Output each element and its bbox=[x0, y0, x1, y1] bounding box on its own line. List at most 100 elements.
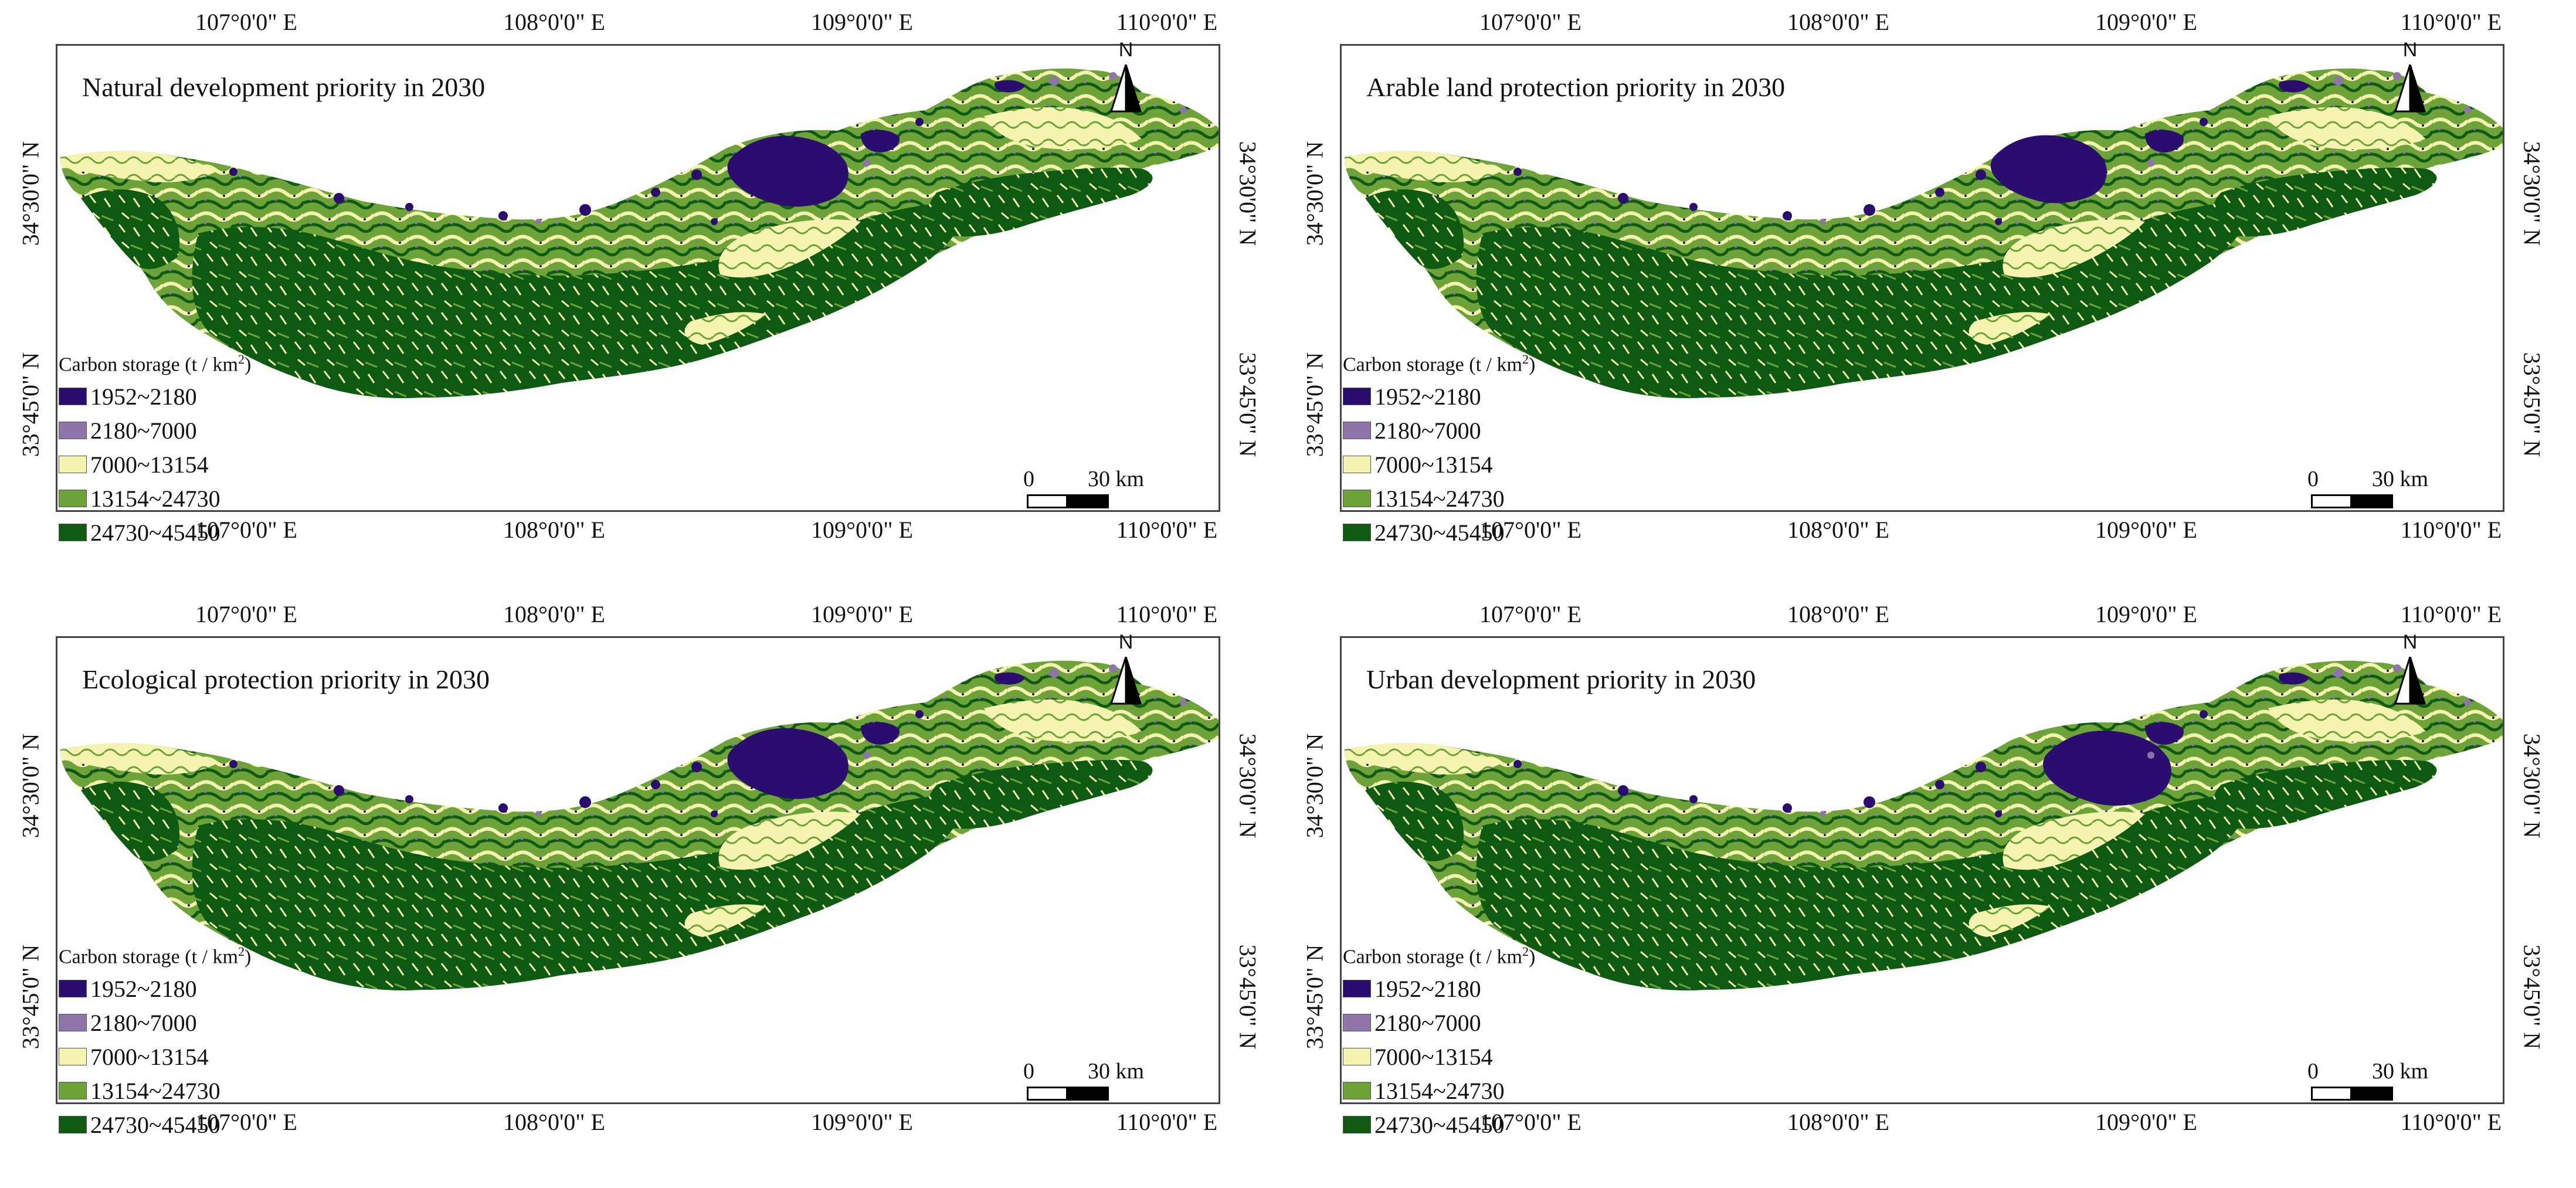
scale-distance-label: 30 km bbox=[1088, 1059, 1145, 1084]
region-urban-east bbox=[2145, 130, 2184, 152]
lon-tick-bottom-3: 109°0'0" E bbox=[2095, 517, 2197, 543]
lon-tick-bottom-1: 107°0'0" E bbox=[1479, 517, 1581, 543]
urban-dot-3 bbox=[1783, 803, 1792, 813]
lon-tick-bottom-2: 108°0'0" E bbox=[1787, 517, 1889, 543]
lon-tick-top-1: 107°0'0" E bbox=[195, 601, 297, 627]
urban-dot-9 bbox=[711, 218, 718, 225]
legend-item-4: 13154~24730 bbox=[1343, 1074, 1535, 1108]
lon-tick-top-4: 110°0'0" E bbox=[1116, 601, 1218, 627]
legend-swatch bbox=[1343, 456, 1371, 474]
map-title: Ecological protection priority in 2030 bbox=[82, 664, 490, 694]
purple-dot-4 bbox=[863, 752, 870, 759]
purple-dot-1 bbox=[2334, 76, 2343, 86]
urban-dot-1 bbox=[1618, 193, 1628, 203]
legend-item-4: 13154~24730 bbox=[59, 1074, 251, 1108]
legend-label: 24730~45450 bbox=[90, 1111, 220, 1138]
map-frame bbox=[56, 44, 1220, 512]
legend-label: 2180~7000 bbox=[1374, 417, 1481, 444]
legend-item-4: 13154~24730 bbox=[59, 481, 251, 515]
legend-label: 13154~24730 bbox=[90, 485, 220, 512]
north-arrow-icon bbox=[2394, 657, 2426, 705]
legend-label: 24730~45450 bbox=[90, 519, 220, 546]
legend-swatch bbox=[59, 1048, 87, 1066]
lon-tick-bottom-4: 110°0'0" E bbox=[1116, 1109, 1218, 1135]
region-yellow-south bbox=[684, 904, 767, 937]
region-yellow-west bbox=[1345, 151, 1500, 182]
lat-tick-right-2: 33°45'0" N bbox=[1234, 944, 1261, 1050]
legend-item-1: 1952~2180 bbox=[59, 972, 251, 1006]
map-frame bbox=[1340, 636, 2504, 1104]
legend-swatch bbox=[1343, 1048, 1371, 1066]
map-panel-4: 107°0'0" E 108°0'0" E 109°0'0" E 110°0'0… bbox=[1284, 592, 2546, 1143]
urban-dot-2 bbox=[405, 203, 413, 211]
scale-zero-label: 0 bbox=[1023, 1059, 1034, 1084]
legend-title: Carbon storage (t / km2) bbox=[59, 944, 252, 968]
legend-swatch bbox=[59, 456, 87, 474]
legend-swatch bbox=[1343, 388, 1371, 406]
legend-item-1: 1952~2180 bbox=[1343, 972, 1535, 1006]
region-yellow-center bbox=[718, 812, 861, 870]
lat-tick-left-2: 33°45'0" N bbox=[17, 944, 44, 1050]
legend-label: 7000~13154 bbox=[90, 451, 209, 478]
legend-swatch bbox=[1343, 490, 1371, 508]
legend-swatch bbox=[59, 1014, 87, 1032]
map-panel-2: 107°0'0" E 108°0'0" E 109°0'0" E 110°0'0… bbox=[1284, 0, 2546, 551]
lon-tick-bottom-3: 109°0'0" E bbox=[811, 517, 913, 543]
legend-item-5: 24730~45450 bbox=[1343, 1108, 1535, 1142]
north-arrow-icon bbox=[1109, 657, 1142, 705]
region-forest-west bbox=[81, 189, 180, 269]
scale-segment-black bbox=[1068, 1087, 1109, 1101]
scale-segment-black bbox=[1068, 494, 1109, 508]
urban-dot-9 bbox=[711, 810, 718, 817]
scale-bar: 0 30 km bbox=[1023, 1058, 1145, 1101]
map-area bbox=[1345, 660, 2503, 990]
purple-dot-4 bbox=[2147, 752, 2154, 759]
legend-swatch bbox=[1343, 422, 1371, 440]
urban-dot-3 bbox=[1783, 211, 1792, 220]
lon-tick-top-3: 109°0'0" E bbox=[2095, 9, 2197, 35]
map-area bbox=[60, 660, 1219, 990]
urban-dot-8 bbox=[915, 118, 924, 126]
urban-dot-5 bbox=[651, 188, 660, 197]
lat-tick-left-1: 34°30'0" N bbox=[1301, 141, 1328, 246]
legend-title: Carbon storage (t / km2) bbox=[1343, 944, 1536, 968]
purple-dot-1 bbox=[2334, 668, 2343, 678]
scale-segment-black bbox=[2352, 494, 2393, 508]
lon-tick-top-1: 107°0'0" E bbox=[195, 9, 297, 35]
map-frame bbox=[1340, 44, 2504, 512]
legend-label: 1952~2180 bbox=[90, 975, 197, 1002]
lon-tick-bottom-3: 109°0'0" E bbox=[811, 1109, 913, 1135]
lon-tick-top-1: 107°0'0" E bbox=[1479, 601, 1581, 627]
legend-item-3: 7000~13154 bbox=[59, 1040, 251, 1074]
urban-dot-7 bbox=[229, 760, 237, 768]
lon-tick-top-3: 109°0'0" E bbox=[811, 9, 913, 35]
purple-dot-3 bbox=[1180, 107, 1187, 114]
purple-dot-3 bbox=[2464, 699, 2471, 706]
urban-dot-4 bbox=[579, 796, 591, 808]
region-yellow-east bbox=[984, 699, 1142, 742]
urban-dot-2 bbox=[405, 795, 413, 803]
lat-tick-right-2: 33°45'0" N bbox=[1234, 352, 1261, 457]
north-label: N bbox=[1118, 631, 1133, 653]
lat-tick-right-1: 34°30'0" N bbox=[1234, 141, 1261, 246]
scale-distance-label: 30 km bbox=[2372, 1059, 2429, 1084]
legend-swatch bbox=[1343, 980, 1371, 998]
region-forest-west bbox=[1365, 189, 1464, 269]
legend-swatch bbox=[59, 422, 87, 440]
legend-swatch bbox=[1343, 1082, 1371, 1100]
urban-dot-3 bbox=[498, 211, 508, 220]
lon-tick-top-2: 108°0'0" E bbox=[1787, 9, 1889, 35]
lon-tick-bottom-4: 110°0'0" E bbox=[2400, 1109, 2502, 1135]
legend-label: 7000~13154 bbox=[1374, 451, 1493, 478]
urban-dot-8 bbox=[2200, 118, 2208, 126]
lon-tick-top-3: 109°0'0" E bbox=[2095, 601, 2197, 627]
region-forest-east bbox=[928, 759, 1153, 829]
region-yellow-west bbox=[60, 151, 216, 182]
legend-label: 2180~7000 bbox=[90, 417, 197, 444]
region-yellow-east bbox=[984, 107, 1142, 150]
scale-distance-label: 30 km bbox=[1088, 467, 1145, 491]
lon-tick-top-2: 108°0'0" E bbox=[1787, 601, 1889, 627]
legend-swatch bbox=[1343, 1116, 1371, 1134]
scale-distance-label: 30 km bbox=[2372, 467, 2429, 491]
purple-dot-5 bbox=[1820, 219, 1825, 225]
